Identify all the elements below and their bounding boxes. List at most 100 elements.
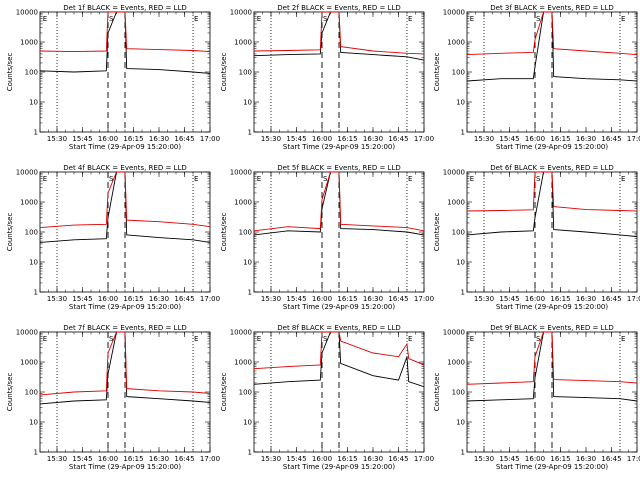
region-marker: E — [194, 15, 198, 23]
series-line-events — [467, 12, 637, 82]
x-tick-label: 15:30 — [474, 455, 494, 463]
x-tick-label: 17:00 — [627, 135, 640, 143]
y-axis-label: Counts/sec — [6, 373, 14, 412]
panel-title: Det 4f BLACK = Events, RED = LLD — [63, 164, 186, 172]
y-tick-label: 1000 — [20, 199, 38, 207]
panel-3: Det 3f BLACK = Events, RED = LLD 1 10 100 10… — [433, 4, 640, 151]
y-tick-label: 100 — [452, 389, 465, 397]
series-line-lld — [40, 332, 210, 396]
x-tick-label: 17:00 — [414, 135, 434, 143]
x-tick-label: 15:30 — [47, 135, 67, 143]
x-tick-label: 16:45 — [174, 135, 194, 143]
y-tick-label: 1000 — [20, 39, 38, 47]
y-tick-label: 100 — [25, 389, 38, 397]
x-tick-label: 16:15 — [337, 455, 357, 463]
y-tick-label: 100 — [452, 229, 465, 237]
x-tick-label: 15:45 — [286, 455, 306, 463]
y-tick-label: 1 — [461, 449, 465, 457]
x-axis-label: Start Time (29-Apr-09 15:20:00) — [283, 143, 395, 151]
y-tick-label: 10000 — [443, 329, 465, 337]
y-tick-label: 1 — [248, 289, 252, 297]
x-tick-label: 17:00 — [200, 455, 220, 463]
x-tick-label: 16:45 — [601, 455, 621, 463]
x-tick-label: 15:45 — [286, 135, 306, 143]
region-marker: E — [43, 335, 47, 343]
x-tick-label: 16:45 — [388, 455, 408, 463]
x-tick-label: 15:30 — [474, 295, 494, 303]
y-tick-label: 10 — [243, 99, 252, 107]
y-tick-label: 10000 — [230, 9, 252, 17]
y-tick-label: 10000 — [443, 169, 465, 177]
x-tick-label: 16:30 — [363, 455, 383, 463]
series-line-events — [40, 12, 210, 74]
region-marker: E — [621, 15, 625, 23]
y-axis-label: Counts/sec — [433, 53, 441, 92]
x-tick-label: 17:00 — [627, 455, 640, 463]
y-axis-label: Counts/sec — [433, 373, 441, 412]
x-tick-label: 16:00 — [312, 295, 332, 303]
region-marker: E — [257, 175, 261, 183]
x-tick-label: 17:00 — [627, 295, 640, 303]
x-tick-label: 16:45 — [388, 295, 408, 303]
panel-1: Det 1f BLACK = Events, RED = LLD 1 10 100 10… — [6, 4, 220, 151]
region-marker: E — [621, 175, 625, 183]
x-tick-label: 16:00 — [98, 455, 118, 463]
y-tick-label: 1 — [34, 289, 38, 297]
y-tick-label: 10000 — [230, 329, 252, 337]
y-tick-label: 10000 — [16, 169, 38, 177]
x-tick-label: 16:45 — [174, 455, 194, 463]
x-tick-label: 16:30 — [149, 455, 169, 463]
panel-title: Det 7f BLACK = Events, RED = LLD — [63, 324, 186, 332]
panel-title: Det 5f BLACK = Events, RED = LLD — [277, 164, 400, 172]
x-tick-label: 15:45 — [286, 295, 306, 303]
y-tick-label: 100 — [25, 69, 38, 77]
panel-4: Det 4f BLACK = Events, RED = LLD 1 10 100 10… — [6, 164, 220, 311]
series-line-lld — [254, 172, 424, 232]
region-marker: E — [470, 15, 474, 23]
series-line-lld — [40, 12, 210, 53]
panel-5: Det 5f BLACK = Events, RED = LLD 1 10 100 10… — [220, 164, 434, 311]
x-tick-label: 15:30 — [47, 455, 67, 463]
x-axis-label: Start Time (29-Apr-09 15:20:00) — [69, 303, 181, 311]
panel-2: Det 2f BLACK = Events, RED = LLD 1 10 100 10… — [220, 4, 434, 151]
x-tick-label: 16:00 — [525, 135, 545, 143]
region-marker: S — [109, 15, 114, 23]
region-marker: E — [621, 335, 625, 343]
y-tick-label: 1000 — [234, 359, 252, 367]
y-tick-label: 1 — [34, 129, 38, 137]
panel-9: Det 9f BLACK = Events, RED = LLD 1 10 100 10… — [433, 324, 640, 471]
series-line-events — [254, 332, 424, 388]
y-tick-label: 10000 — [230, 169, 252, 177]
y-tick-label: 1 — [248, 449, 252, 457]
y-tick-label: 100 — [25, 229, 38, 237]
x-tick-label: 16:30 — [149, 295, 169, 303]
region-marker: S — [109, 335, 114, 343]
region-marker: E — [257, 15, 261, 23]
x-axis-label: Start Time (29-Apr-09 15:20:00) — [496, 463, 608, 471]
x-tick-label: 16:30 — [576, 455, 596, 463]
series-line-events — [40, 332, 210, 405]
region-marker: S — [323, 335, 328, 343]
region-marker: E — [408, 175, 412, 183]
region-marker: S — [536, 15, 541, 23]
series-line-lld — [40, 172, 210, 229]
x-tick-label: 16:45 — [601, 295, 621, 303]
x-tick-label: 16:30 — [576, 135, 596, 143]
x-tick-label: 15:30 — [47, 295, 67, 303]
series-line-events — [254, 12, 424, 61]
y-tick-label: 10 — [29, 99, 38, 107]
x-tick-label: 16:15 — [550, 455, 570, 463]
y-tick-label: 1 — [461, 289, 465, 297]
panel-7: Det 7f BLACK = Events, RED = LLD 1 10 100 10… — [6, 324, 220, 471]
x-tick-label: 16:00 — [525, 295, 545, 303]
y-axis-label: Counts/sec — [6, 53, 14, 92]
region-marker: S — [323, 175, 328, 183]
x-axis-label: Start Time (29-Apr-09 15:20:00) — [283, 463, 395, 471]
x-axis-label: Start Time (29-Apr-09 15:20:00) — [283, 303, 395, 311]
panel-title: Det 9f BLACK = Events, RED = LLD — [490, 324, 613, 332]
x-tick-label: 16:00 — [312, 135, 332, 143]
x-tick-label: 16:00 — [525, 455, 545, 463]
region-marker: S — [109, 175, 114, 183]
series-line-lld — [254, 332, 424, 370]
